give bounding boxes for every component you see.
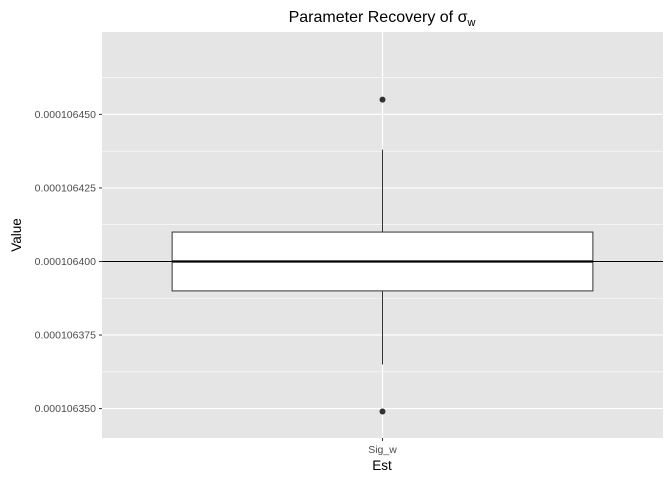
x-axis: Sig_w: [368, 438, 397, 456]
chart-title-subscript: w: [466, 17, 475, 29]
chart-title-main: Parameter Recovery of: [289, 9, 458, 26]
x-axis-title: Est: [372, 458, 392, 473]
outlier-point: [379, 408, 386, 415]
y-tick-label: 0.000106450: [35, 109, 96, 121]
y-tick-label: 0.000106400: [35, 256, 96, 268]
y-tick-label: 0.000106375: [35, 330, 96, 342]
chart-title: Parameter Recovery of σw: [289, 9, 476, 29]
chart-title-symbol: σ: [458, 9, 468, 26]
y-axis-title: Value: [9, 218, 24, 252]
box-marks: [102, 96, 663, 415]
y-tick-label: 0.000106425: [35, 182, 96, 194]
outlier-point: [379, 96, 386, 103]
y-axis: 0.000106350 0.000106375 0.000106400 0.00010…: [35, 109, 102, 415]
y-tick-label: 0.000106350: [35, 403, 96, 415]
x-tick-label: Sig_w: [368, 444, 397, 456]
